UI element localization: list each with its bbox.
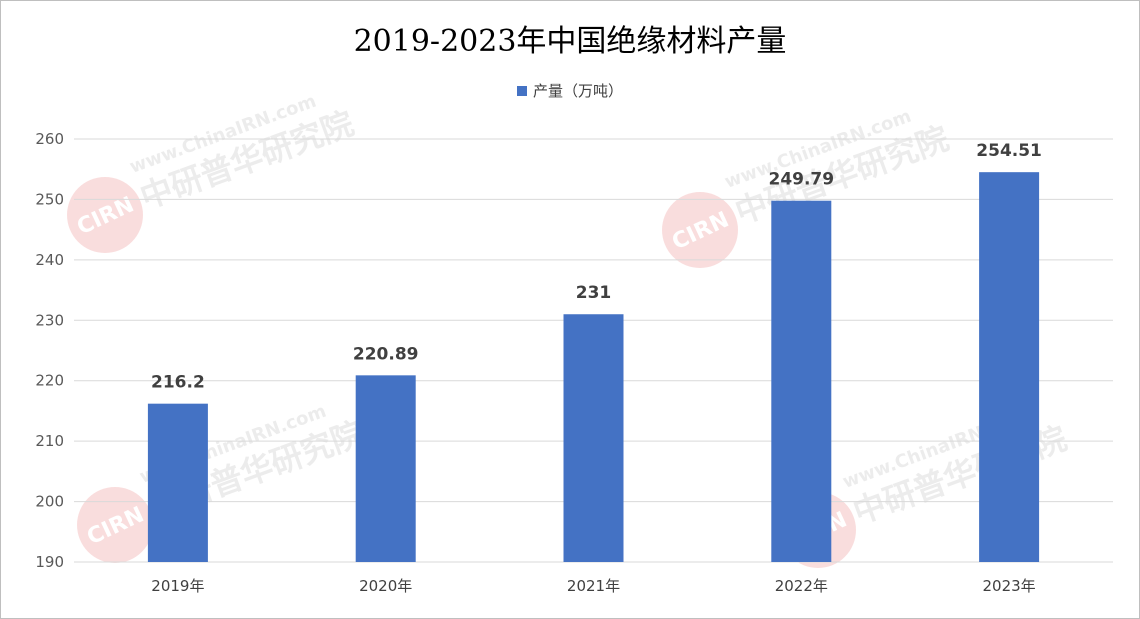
y-tick-label: 220 (35, 372, 64, 390)
y-tick-label: 260 (35, 130, 64, 148)
data-label: 249.79 (768, 170, 834, 190)
legend: 产量（万吨） (0, 80, 1140, 101)
bar (771, 200, 832, 562)
watermark-logo-icon (77, 487, 153, 563)
x-tick-label: 2023年 (983, 577, 1036, 595)
bars (147, 172, 1040, 562)
bar (355, 375, 416, 562)
data-labels: 216.2 220.89 231 249.79 254.51 (151, 141, 1042, 393)
x-tick-label: 2019年 (151, 577, 204, 595)
legend-label: 产量（万吨） (532, 82, 623, 100)
bar (147, 403, 208, 562)
data-label: 231 (576, 283, 612, 303)
x-axis: 2019年 2020年 2021年 2022年 2023年 (151, 577, 1035, 595)
data-label: 254.51 (976, 141, 1042, 161)
data-label: 220.89 (353, 344, 419, 364)
y-tick-label: 210 (35, 432, 64, 450)
y-tick-label: 250 (35, 190, 64, 208)
bar (563, 314, 624, 562)
x-tick-label: 2021年 (567, 577, 620, 595)
y-axis: 190 200 210 220 230 240 250 260 (35, 130, 64, 571)
chart-title: 2019-2023年中国绝缘材料产量 (353, 24, 787, 59)
data-label: 216.2 (151, 373, 205, 393)
y-tick-label: 240 (35, 251, 64, 269)
y-tick-label: 230 (35, 311, 64, 329)
y-tick-label: 190 (35, 553, 64, 571)
x-tick-label: 2020年 (359, 577, 412, 595)
x-tick-label: 2022年 (775, 577, 828, 595)
bar (979, 172, 1040, 562)
watermark-logo-icon (662, 192, 738, 268)
watermark-logo-icon (67, 177, 143, 253)
y-tick-label: 200 (35, 493, 64, 511)
legend-swatch (516, 85, 527, 96)
